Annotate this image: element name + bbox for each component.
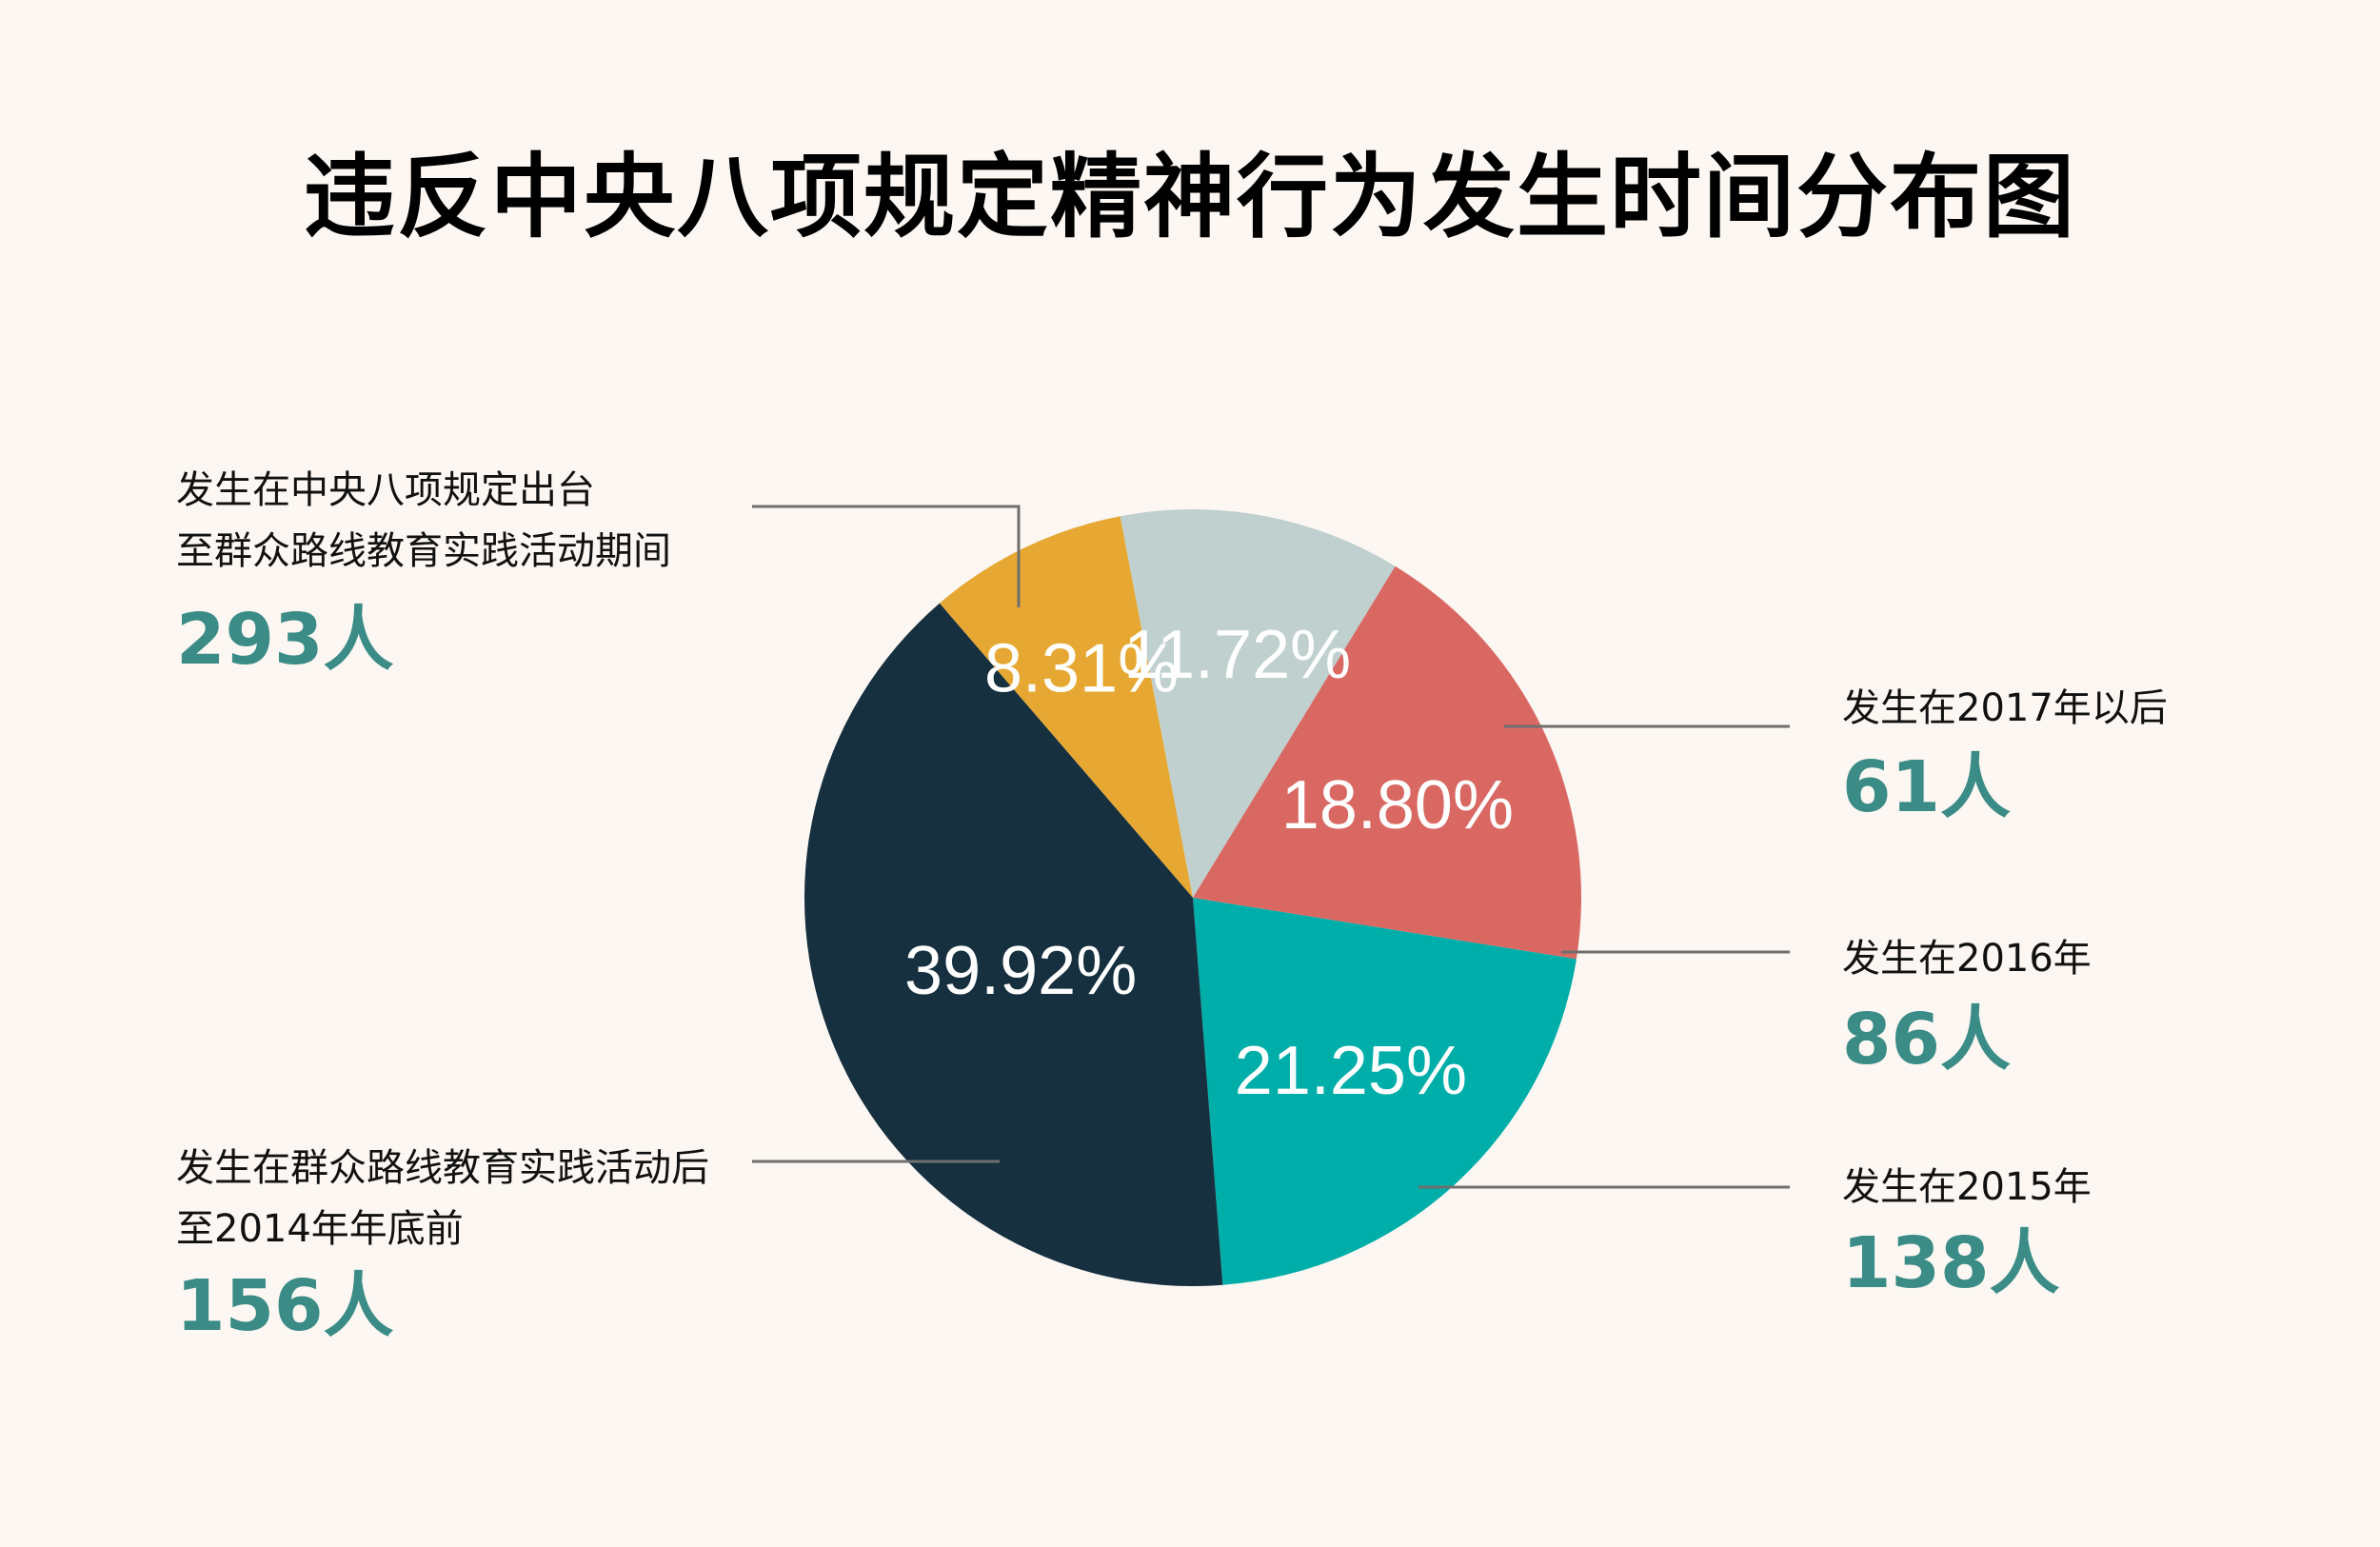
slice-category-line: 发生在群众路线教育实践活动后 (176, 1146, 709, 1190)
leader-line (752, 505, 1021, 607)
percent-label: 11.72% (1123, 617, 1351, 693)
pie-slice (1193, 565, 1581, 960)
slice-category-label: 发生在2017年以后 (1842, 678, 2168, 739)
percent-label: 21.25% (1235, 1033, 1467, 1109)
chart-title: 违反中央八项规定精神行为发生时间分布图 (304, 144, 2076, 250)
slice-count: 293人 (176, 599, 394, 681)
slice-category-line: 发生在2015年 (1842, 1165, 2092, 1209)
pie-slice (1120, 509, 1396, 898)
slice-category-label: 发生在群众路线教育实践活动后 至2014年年底前 (176, 1138, 709, 1259)
slice-category-line: 发生在2017年以后 (1842, 686, 2168, 730)
slice-category-label: 发生在2016年 (1842, 928, 2092, 989)
pie-slice (804, 603, 1223, 1286)
percent-label: 8.31% (984, 630, 1179, 706)
slice-category-line: 至2014年年底前 (176, 1207, 464, 1251)
slice-category-line: 发生在中央八项规定出台 (176, 468, 595, 512)
pie-slice (939, 516, 1193, 898)
slice-category-line: 至群众路线教育实践活动期间 (176, 529, 671, 573)
slice-count: 61人 (1842, 746, 2011, 828)
slice-count: 86人 (1842, 999, 2011, 1081)
pie-slice (1193, 898, 1577, 1285)
percent-label: 18.80% (1281, 767, 1514, 843)
percent-label: 39.92% (904, 933, 1137, 1009)
slice-category-label: 发生在中央八项规定出台至群众路线教育实践活动期间 (176, 460, 671, 582)
slice-count: 138人 (1842, 1222, 2060, 1304)
slice-category-label: 发生在2015年 (1842, 1157, 2092, 1218)
slice-category-line: 发生在2016年 (1842, 937, 2092, 981)
slice-count: 156人 (176, 1265, 394, 1347)
